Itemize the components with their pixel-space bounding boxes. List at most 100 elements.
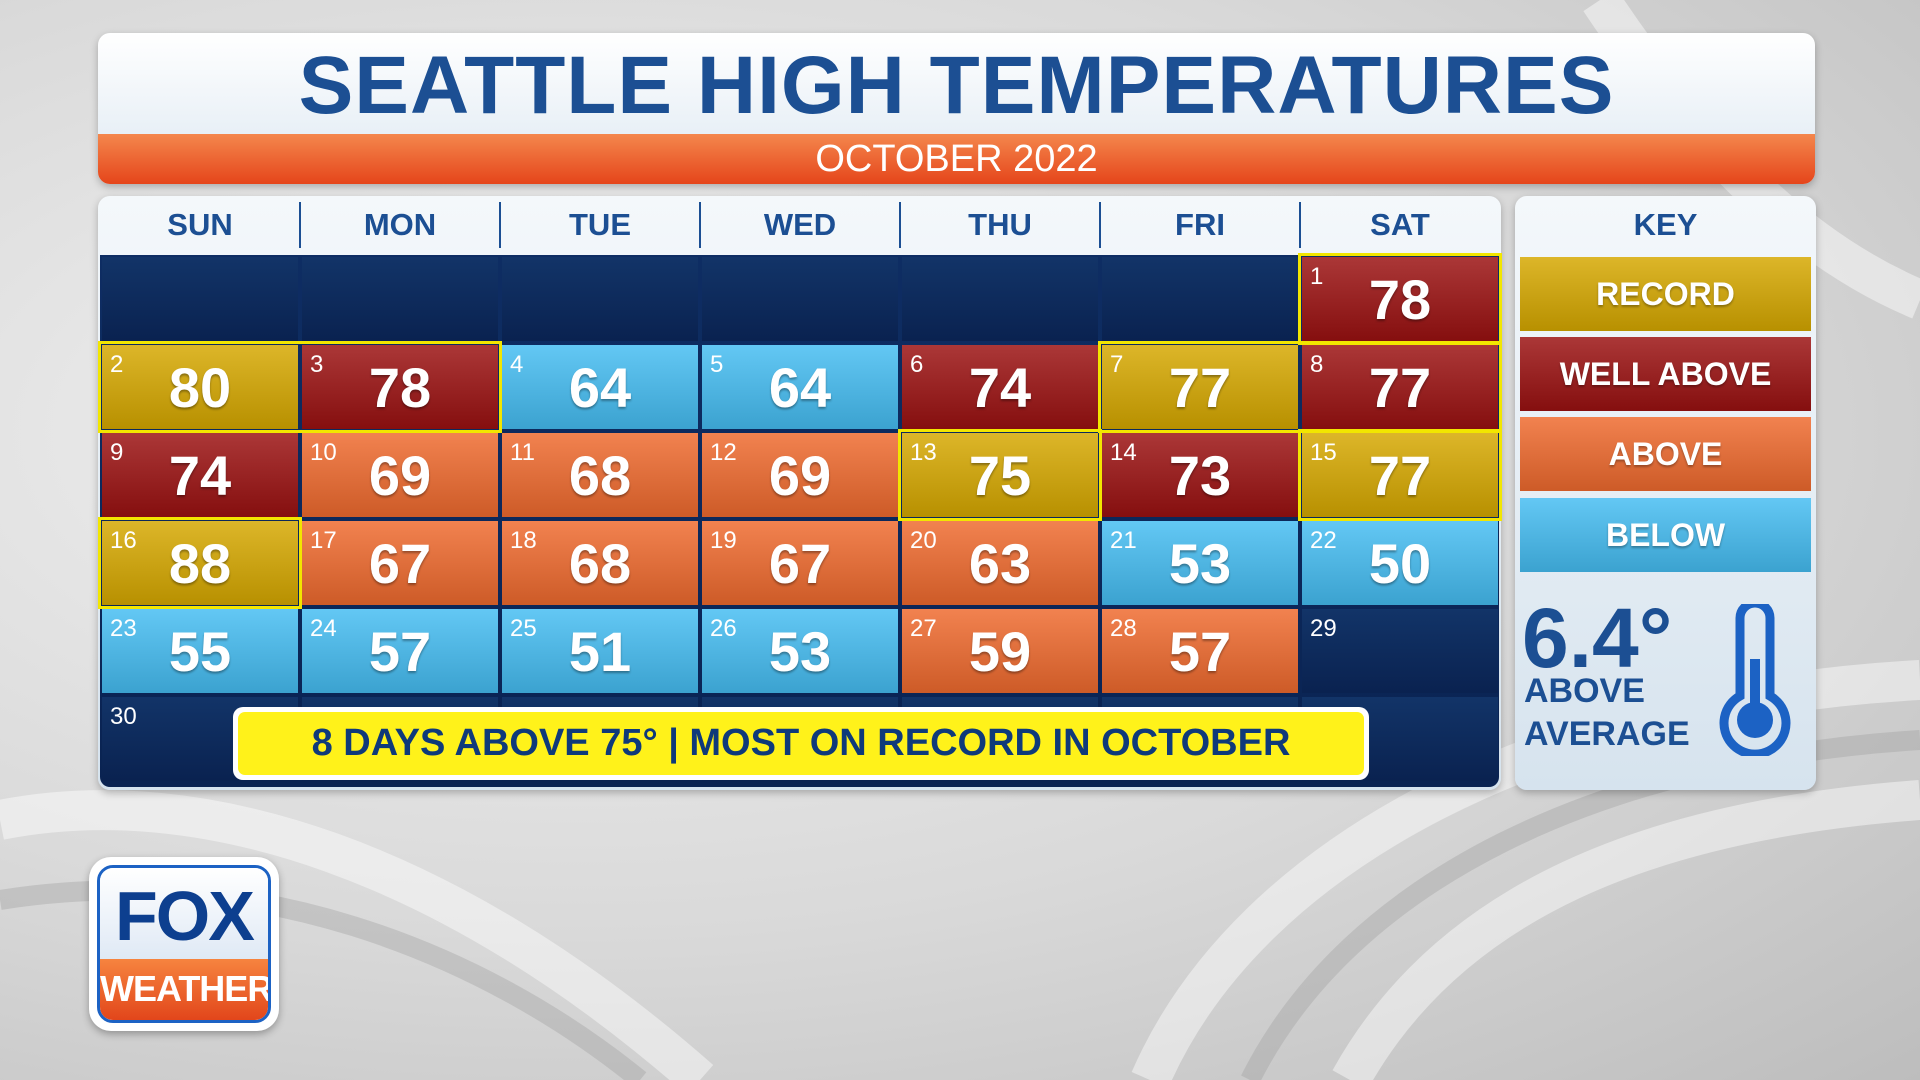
day-cell: 2 80	[102, 345, 298, 429]
empty-cell	[902, 257, 1098, 341]
record-outline	[1298, 253, 1502, 345]
temperature: 64	[768, 356, 832, 419]
day-cell: 1 78	[1302, 257, 1498, 341]
separator	[1099, 202, 1101, 248]
header: SEATTLE HIGH TEMPERATURES OCTOBER 2022	[98, 33, 1815, 184]
key-item: WELL ABOVE	[1520, 337, 1811, 411]
day-number: 3	[310, 351, 324, 378]
temperature: 78	[1368, 268, 1432, 331]
day-cell: 13 75	[902, 433, 1098, 517]
separator	[299, 202, 301, 248]
temperature: 53	[1168, 532, 1232, 595]
empty-cell	[302, 257, 498, 341]
temperature: 88	[168, 532, 232, 595]
logo-frame: FOX WEATHER	[97, 865, 271, 1023]
day-number: 6	[910, 351, 924, 378]
day-number: 19	[710, 527, 737, 554]
day-cell: 29	[1302, 609, 1498, 693]
day-number: 21	[1110, 527, 1137, 554]
temperature: 77	[1368, 356, 1432, 419]
key-item: RECORD	[1520, 257, 1811, 331]
temperature: 57	[368, 620, 432, 683]
day-cell: 27 59	[902, 609, 1098, 693]
temperature: 75	[968, 444, 1032, 507]
day-number: 30	[110, 703, 137, 730]
day-number: 17	[310, 527, 337, 554]
temperature: 67	[368, 532, 432, 595]
temperature: 69	[368, 444, 432, 507]
temperature: 57	[1168, 620, 1232, 683]
logo-top: FOX	[100, 868, 268, 960]
day-number: 14	[1110, 439, 1137, 466]
day-number: 18	[510, 527, 537, 554]
day-number: 25	[510, 615, 537, 642]
day-cell: 23 55	[102, 609, 298, 693]
weekday-label: MON	[363, 207, 437, 242]
weekday-label: SUN	[167, 207, 233, 242]
logo-bottom: WEATHER	[100, 959, 268, 1020]
thermometer-icon	[1719, 604, 1791, 756]
anomaly-value: 6.4°	[1522, 591, 1673, 685]
day-number: 15	[1310, 439, 1337, 466]
day-cell: 28 57	[1102, 609, 1298, 693]
temperature: 74	[968, 356, 1032, 419]
day-cell: 11 68	[502, 433, 698, 517]
temperature: 77	[1368, 444, 1432, 507]
day-cell: 24 57	[302, 609, 498, 693]
separator	[499, 202, 501, 248]
day-cell: 12 69	[702, 433, 898, 517]
temperature: 59	[968, 620, 1032, 683]
temperature: 69	[768, 444, 832, 507]
day-number: 1	[1310, 263, 1324, 290]
temperature: 74	[168, 444, 232, 507]
day-number: 26	[710, 615, 737, 642]
empty-cell	[102, 257, 298, 341]
day-number: 27	[910, 615, 937, 642]
separator	[899, 202, 901, 248]
day-cell: 21 53	[1102, 521, 1298, 605]
day-cell: 10 69	[302, 433, 498, 517]
empty-cell	[1102, 257, 1298, 341]
day-cell: 4 64	[502, 345, 698, 429]
day-number: 28	[1110, 615, 1137, 642]
key-item: BELOW	[1520, 498, 1811, 572]
record-outline	[1098, 341, 1502, 433]
day-cell: 5 64	[702, 345, 898, 429]
day-cell: 9 74	[102, 433, 298, 517]
temperature: 51	[568, 620, 632, 683]
temperature: 73	[1168, 444, 1232, 507]
day-cell: 8 77	[1302, 345, 1498, 429]
day-cell: 19 67	[702, 521, 898, 605]
day-cell: 6 74	[902, 345, 1098, 429]
day-cell: 14 73	[1102, 433, 1298, 517]
temperature: 68	[568, 532, 632, 595]
record-outline	[898, 429, 1102, 521]
weekday-label: WED	[763, 207, 837, 242]
day-cell: 25 51	[502, 609, 698, 693]
anomaly-label: ABOVE	[1524, 672, 1645, 710]
day-number: 7	[1110, 351, 1124, 378]
temperature: 55	[168, 620, 232, 683]
temperature: 68	[568, 444, 632, 507]
record-outline	[1298, 429, 1502, 521]
record-outline	[98, 341, 502, 433]
day-cell: 3 78	[302, 345, 498, 429]
temperature: 64	[568, 356, 632, 419]
day-number: 10	[310, 439, 337, 466]
separator	[699, 202, 701, 248]
temperature: 67	[768, 532, 832, 595]
record-outline	[98, 517, 302, 609]
day-number: 22	[1310, 527, 1337, 554]
anomaly-label: AVERAGE	[1524, 715, 1690, 753]
banner-text: 8 DAYS ABOVE 75° | MOST ON RECORD IN OCT…	[238, 712, 1364, 775]
day-number: 16	[110, 527, 137, 554]
day-number: 11	[510, 439, 535, 466]
day-cell: 17 67	[302, 521, 498, 605]
day-number: 12	[710, 439, 737, 466]
day-cell: 22 50	[1302, 521, 1498, 605]
day-cell: 20 63	[902, 521, 1098, 605]
separator	[1299, 202, 1301, 248]
temperature: 78	[368, 356, 432, 419]
logo: FOX WEATHER	[89, 857, 279, 1031]
day-number: 5	[710, 351, 724, 378]
